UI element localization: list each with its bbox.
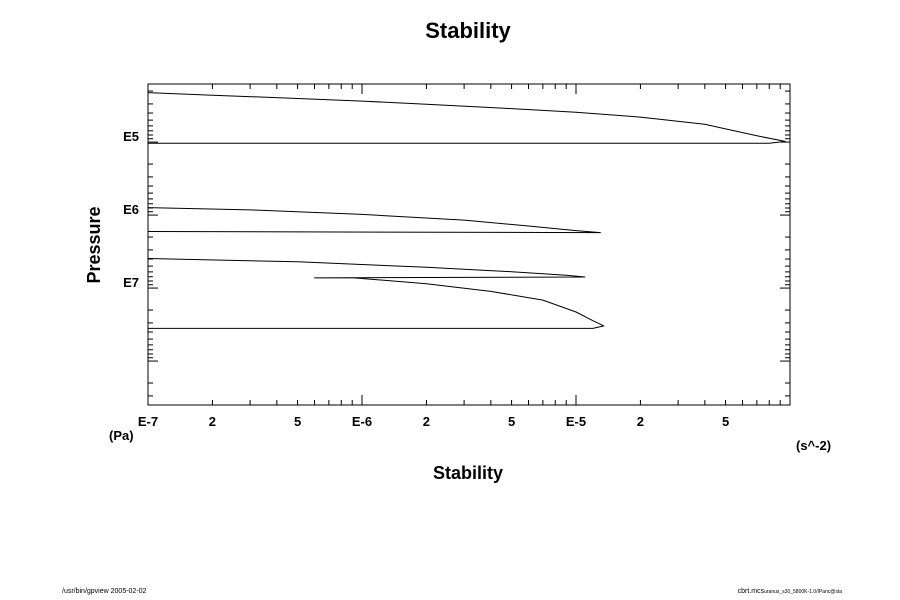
x-tick-label: 2	[423, 414, 430, 429]
x-tick-label: 2	[209, 414, 216, 429]
y-unit-label: (Pa)	[109, 428, 134, 443]
x-tick-labels: E-7 2 5 E-6 2 5 E-5 2 5	[138, 414, 729, 429]
y-tick-labels: E5 E6 E7	[123, 129, 139, 290]
y-tick-label: E6	[123, 202, 139, 217]
x-tick-label: 5	[294, 414, 301, 429]
x-tick-label: 5	[722, 414, 729, 429]
x-unit-label: (s^-2)	[796, 438, 831, 453]
series-layer	[147, 92, 786, 329]
x-axis-title: Stability	[433, 463, 503, 483]
y-tick-label: E7	[123, 275, 139, 290]
x-tick-label: 2	[637, 414, 644, 429]
y-axis-title: Pressure	[84, 206, 104, 283]
x-tick-label: E-5	[566, 414, 586, 429]
series-line-1	[147, 92, 786, 144]
x-tick-label: 5	[508, 414, 515, 429]
footer-right-caption: cbrt.mcsuranus_s30_5800K-1.0/IPanc@sta	[738, 588, 842, 596]
series-line-2	[147, 207, 601, 234]
series-line-3	[147, 258, 605, 329]
chart-title: Stability	[425, 18, 511, 43]
plot-frame	[147, 83, 791, 406]
x-tick-label: E-7	[138, 414, 158, 429]
y-tick-label: E5	[123, 129, 139, 144]
footer-right-main: cbrt.mcs	[737, 588, 765, 595]
footer-right-small: uranus_s30_5800K-1.0/IPanc@sta	[764, 589, 842, 595]
axis-ticks	[147, 84, 790, 406]
x-tick-label: E-6	[352, 414, 372, 429]
footer-left-caption: /usr/bin/gpview 2005-02-02	[62, 588, 147, 595]
